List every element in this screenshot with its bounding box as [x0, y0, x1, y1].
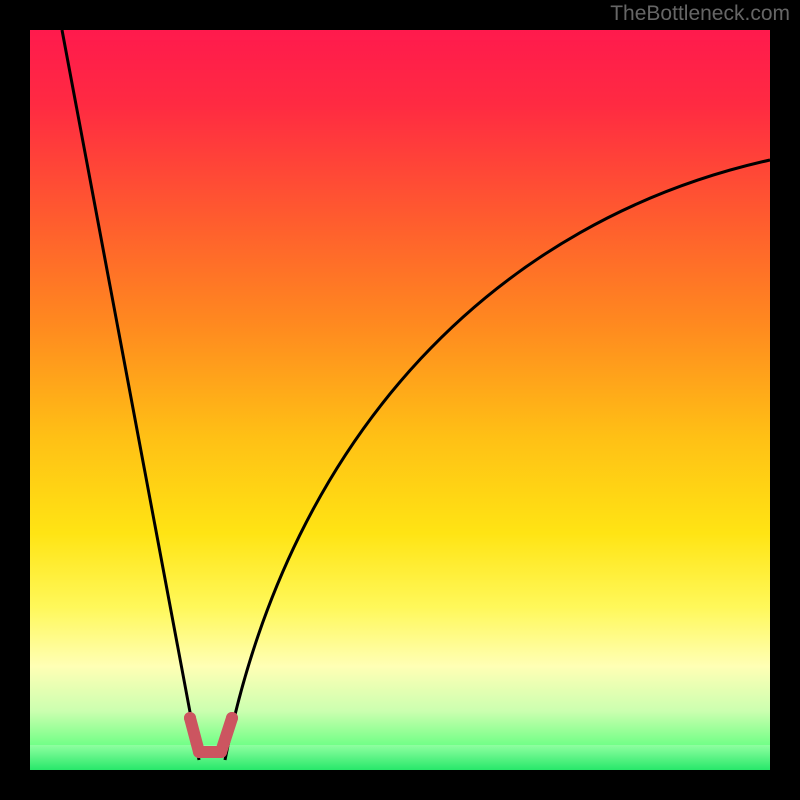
- marker-dot: [226, 712, 238, 724]
- watermark-text: TheBottleneck.com: [610, 2, 790, 26]
- bottleneck-chart: [0, 0, 800, 800]
- marker-dot: [184, 712, 196, 724]
- marker-dot: [193, 746, 205, 758]
- marker-dot: [215, 746, 227, 758]
- bottom-green-band: [30, 745, 770, 770]
- plot-background: [30, 30, 770, 770]
